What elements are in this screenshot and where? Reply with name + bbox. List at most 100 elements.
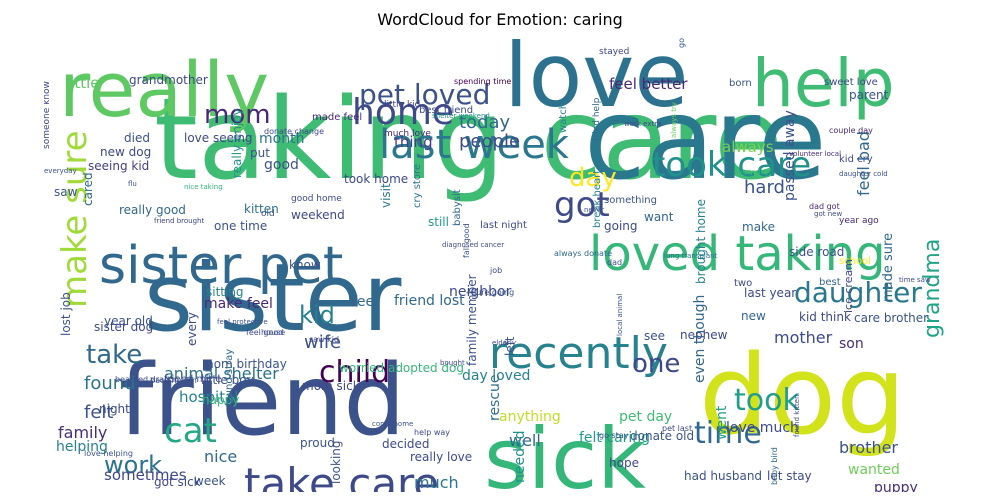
word-something: something: [604, 195, 657, 206]
word-love-seeing: love seeing: [184, 131, 253, 145]
word-today: today: [459, 112, 511, 133]
word-much: much: [414, 473, 459, 492]
word-year-ago: year ago: [839, 216, 879, 226]
word-sometimes: sometimes: [104, 466, 187, 484]
word-bought: bought: [440, 359, 465, 367]
word-love-much: love much: [726, 420, 799, 436]
word-spending-time: spending time: [454, 77, 511, 86]
word-needed: needed: [512, 431, 528, 484]
word-see: see: [644, 329, 665, 343]
word-felt: felt: [84, 402, 113, 423]
word-thing: thing: [394, 133, 433, 151]
word-friend-mine: friend mine: [164, 374, 221, 385]
word-side-road: side road: [789, 245, 844, 259]
word-want: want: [644, 210, 674, 224]
word-child: child: [319, 355, 390, 390]
word-cared: cared: [81, 172, 95, 206]
word-old: old: [261, 209, 275, 219]
word-time: time: [694, 416, 762, 451]
word-good: good: [264, 157, 299, 173]
word-loved-taking: loved taking: [589, 226, 886, 282]
word-go-stay: go stay: [599, 431, 629, 440]
word-fall-good: fall good: [462, 223, 471, 258]
word-help-way: help way: [414, 428, 450, 437]
word-happy: happy: [202, 393, 239, 407]
word-feel-good: feel good: [246, 328, 283, 337]
word-lost-job: lost job: [59, 292, 73, 336]
word-donate-change: donate change: [264, 127, 324, 136]
word-even-though: even though: [692, 295, 708, 383]
word-little: little: [66, 74, 100, 92]
word-flu: flu: [128, 180, 137, 188]
word-make: make: [742, 220, 775, 234]
word-brought-home: brought home: [694, 199, 708, 284]
word-kid: kid: [299, 301, 335, 329]
word-seeing-kid: seeing kid: [88, 159, 149, 173]
word-much-love: much love: [384, 129, 431, 139]
word-best: best: [819, 277, 841, 288]
word-night: night: [99, 402, 130, 416]
word-couple-day: couple day: [829, 126, 873, 135]
word-dog: dog: [699, 331, 906, 459]
word-neighbor: neighbor: [449, 284, 512, 300]
word-family: family: [58, 423, 107, 442]
word-diagnosed-cancer: diagnosed cancer: [442, 241, 504, 249]
word-hope: hope: [609, 456, 639, 470]
word-really-good: really good: [119, 203, 186, 217]
word-new-dog: new dog: [100, 145, 151, 159]
word-make-sure: make sure: [55, 130, 95, 308]
word-took-care: took care: [652, 145, 811, 185]
word-back-health: back health: [150, 376, 197, 385]
word-last-week: last week: [379, 122, 570, 168]
word-friend-brought: friend brought: [154, 217, 204, 225]
word-local-animal: local animal: [616, 294, 624, 336]
word-bearded-dragon: bearded dragon: [115, 375, 179, 384]
word-help: help: [752, 45, 895, 122]
word-looking: looking: [329, 440, 343, 484]
word-love: love: [504, 38, 689, 127]
word-sister-dog: sister dog: [94, 320, 153, 334]
word-proud: proud: [300, 436, 335, 450]
word-always: always: [722, 138, 774, 156]
word-cry-store: cry store: [412, 164, 423, 208]
word-every-day: every day: [734, 168, 769, 176]
word-sweet-love: sweet love: [824, 77, 878, 88]
word-nice-taking: nice taking: [184, 183, 223, 191]
word-little-boy: little boy: [201, 373, 254, 387]
word-puppy: puppy: [874, 480, 918, 492]
word-recently: recently: [489, 328, 668, 379]
word-week: week: [194, 474, 226, 488]
word-volunteer-local: volunteer local: [789, 150, 841, 158]
word-year-old: year old: [104, 314, 153, 328]
word-babysit: babysit: [452, 189, 463, 226]
word-baby-bird: baby bird: [770, 447, 779, 485]
word-made-sure: made sure: [881, 233, 896, 302]
word-best-friend: best friend: [419, 105, 473, 116]
word-new: new: [741, 309, 766, 323]
word-died: died: [124, 131, 150, 145]
word-break-heart: break heart: [592, 170, 603, 228]
word-month: month: [259, 131, 304, 147]
word-ice-cream: ice cream: [842, 259, 855, 313]
word-got: got: [554, 185, 610, 225]
word-really-enjoy: really enjoy: [230, 108, 244, 178]
word-sitting: sitting: [206, 285, 244, 299]
word-got-sick: got sick: [154, 475, 201, 489]
word-made-feel: made feel: [312, 112, 362, 123]
word-friend: friend: [119, 344, 406, 458]
word-someone-know: someone know: [44, 81, 52, 149]
word-kid-cry: kid cry: [839, 154, 873, 165]
word-family-member: family member: [465, 274, 479, 366]
word-really: really: [59, 45, 269, 134]
word-put: put: [250, 146, 270, 160]
word-daughter-cold: daughter cold: [839, 170, 888, 178]
word-decided: decided: [382, 437, 430, 451]
word-kitten: kitten: [244, 202, 279, 216]
word-rescue: rescue: [487, 374, 503, 421]
word-stayed: stayed: [599, 47, 629, 57]
word-shelter-weekend: shelter weekend: [432, 112, 490, 120]
word-donate-old: donate old: [630, 429, 694, 443]
word-mom-sick: mom sick: [302, 379, 360, 393]
word-last-year: last year: [744, 286, 796, 300]
